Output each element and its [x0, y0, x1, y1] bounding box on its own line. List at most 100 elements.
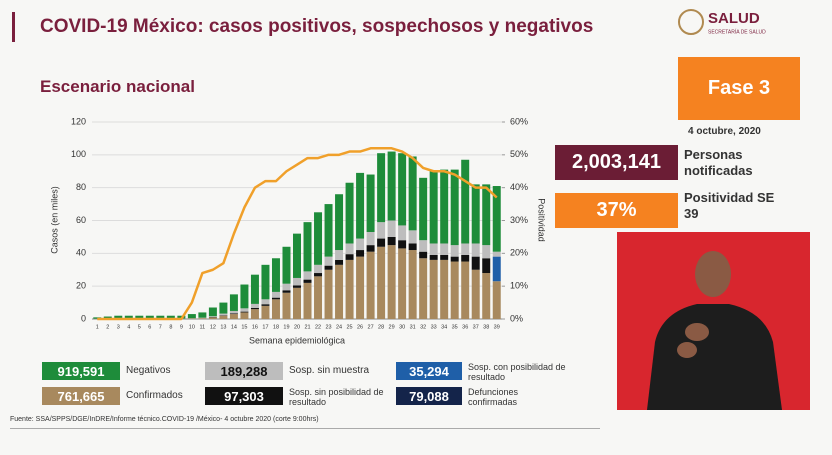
bar-segment — [356, 238, 365, 251]
bar-segment — [293, 277, 301, 286]
bar-segment — [335, 250, 344, 260]
y-tick-label: 40 — [76, 248, 86, 258]
logo-text: SALUD — [708, 10, 760, 27]
x-axis-label: Semana epidemiológica — [249, 335, 345, 345]
bar-segment — [471, 256, 480, 270]
bar-segment — [398, 248, 407, 319]
bar-segment — [282, 290, 291, 293]
x-tick-label: 17 — [262, 324, 268, 330]
x-tick-label: 6 — [148, 324, 151, 330]
bar-segment — [429, 243, 438, 255]
stat-value: 2,003,141 — [555, 145, 678, 180]
x-tick-label: 16 — [252, 324, 258, 330]
bar-segment — [271, 297, 280, 300]
bar-segment — [345, 182, 354, 244]
bar-segment — [492, 281, 501, 319]
bar-segment — [208, 307, 217, 317]
legend-label: Sosp. con posibilidad de resultado — [468, 362, 566, 382]
y2-tick-label: 40% — [510, 182, 528, 192]
x-tick-label: 36 — [462, 324, 468, 330]
bar-segment — [429, 171, 438, 244]
x-tick-label: 9 — [180, 324, 183, 330]
bar-segment — [366, 251, 375, 319]
bar-segment — [408, 243, 417, 251]
x-tick-label: 34 — [441, 324, 447, 330]
bar-segment — [345, 254, 354, 260]
bar-segment — [240, 284, 249, 309]
bar-segment — [461, 159, 470, 244]
bar-segment — [229, 310, 238, 314]
x-tick-label: 15 — [241, 324, 247, 330]
x-tick-label: 27 — [368, 324, 374, 330]
bar-segment — [282, 283, 291, 291]
bar-segment — [303, 279, 312, 283]
x-tick-label: 38 — [483, 324, 489, 330]
bar-segment — [377, 222, 386, 239]
bar-segment — [303, 282, 312, 319]
x-tick-label: 10 — [189, 324, 195, 330]
bar-segment — [356, 172, 365, 239]
bar-segment — [356, 256, 365, 319]
bar-segment — [250, 309, 259, 319]
stat-label: Personas notificadas — [684, 147, 753, 178]
x-tick-label: 5 — [138, 324, 141, 330]
x-tick-label: 30 — [399, 324, 405, 330]
bar-segment — [387, 220, 396, 237]
legend-label: Negativos — [126, 365, 171, 376]
bar-segment — [450, 261, 459, 319]
bar-segment — [156, 315, 165, 319]
bar-segment — [335, 259, 344, 265]
slide-subtitle: Escenario nacional — [40, 77, 195, 96]
bar-segment — [387, 151, 396, 221]
legend-total: 761,665 — [42, 387, 120, 405]
bar-segment — [461, 261, 470, 319]
bar-segment — [419, 251, 428, 259]
bar-segment — [366, 174, 375, 232]
slide-title: COVID-19 México: casos positivos, sospec… — [40, 16, 594, 37]
bar-segment — [271, 291, 280, 298]
x-tick-label: 13 — [220, 324, 226, 330]
bar-segment — [450, 256, 459, 262]
bar-segment — [271, 299, 280, 319]
phase-box: Fase 3 — [678, 57, 800, 120]
y-tick-label: 20 — [76, 281, 86, 291]
y2-tick-label: 60% — [510, 116, 528, 126]
bar-segment — [135, 315, 144, 319]
bar-segment — [124, 315, 133, 319]
bar-segment — [314, 273, 323, 277]
bar-segment — [345, 259, 354, 319]
legend-total: 97,303 — [205, 387, 283, 405]
bar-segment — [324, 256, 333, 266]
x-tick-label: 26 — [357, 324, 363, 330]
x-tick-label: 39 — [494, 324, 500, 330]
bar-segment — [208, 317, 217, 319]
x-tick-label: 14 — [231, 324, 237, 330]
bar-segment — [377, 246, 386, 319]
bar-segment — [314, 212, 323, 265]
x-tick-label: 22 — [315, 324, 321, 330]
bar-segment — [240, 308, 249, 312]
x-tick-label: 29 — [389, 324, 395, 330]
bar-segment — [440, 169, 449, 244]
y-tick-label: 120 — [71, 116, 86, 126]
bar-segment — [219, 313, 228, 316]
bar-segment — [482, 273, 491, 319]
y2-tick-label: 50% — [510, 149, 528, 159]
x-tick-label: 37 — [473, 324, 479, 330]
bar-segment — [419, 177, 428, 241]
bar-segment — [377, 238, 386, 247]
bar-segment — [429, 254, 438, 260]
y-tick-label: 100 — [71, 149, 86, 159]
legend-total: 35,294 — [396, 362, 462, 380]
logo-subtext: SECRETARÍA DE SALUD — [708, 28, 766, 35]
x-tick-label: 23 — [325, 324, 331, 330]
logo: SALUD SECRETARÍA DE SALUD — [678, 9, 766, 35]
x-tick-label: 20 — [294, 324, 300, 330]
bar-segment — [440, 254, 449, 260]
bar-segment — [482, 245, 491, 259]
y-tick-label: 60 — [76, 215, 86, 225]
bar-segment — [471, 184, 480, 244]
bar-segment — [408, 156, 417, 231]
bar-segment — [366, 245, 375, 252]
